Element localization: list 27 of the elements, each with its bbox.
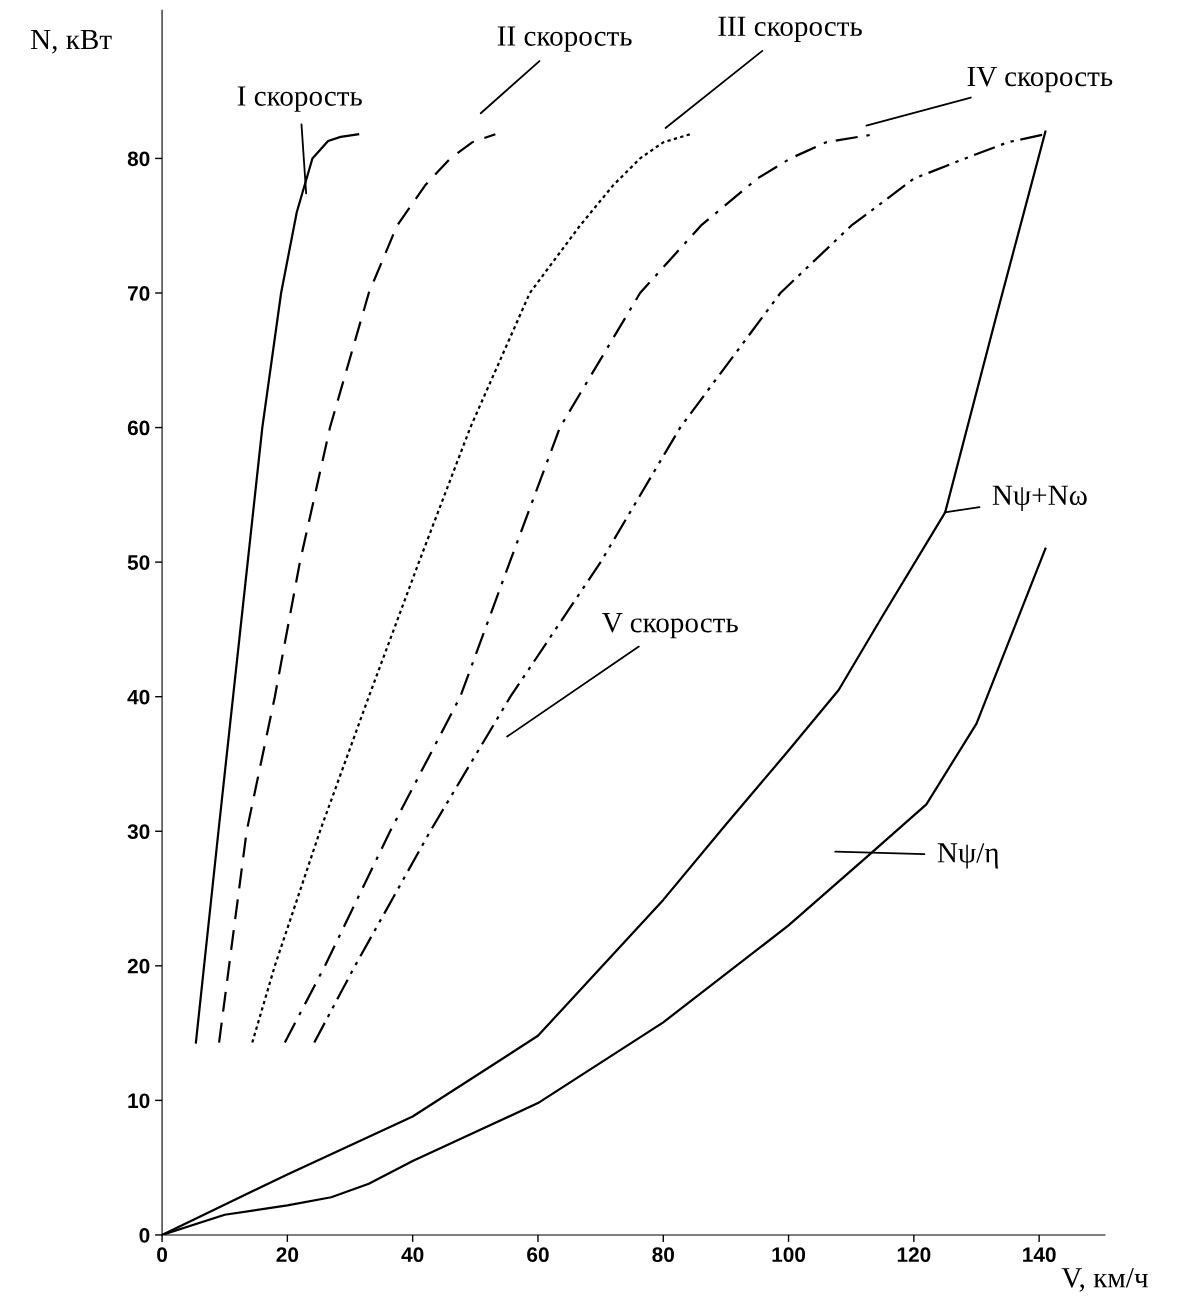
x-axis-title: V, км/ч (1061, 1268, 1148, 1292)
annotation: II скорость (497, 26, 632, 52)
x-tick-label: 0 (157, 1247, 168, 1263)
y-tick-label: 20 (127, 958, 150, 974)
x-tick-label: 100 (772, 1247, 806, 1263)
x-tick-label: 60 (527, 1247, 549, 1263)
y-tick-label: 0 (139, 1227, 150, 1243)
y-tick-label: 40 (127, 689, 150, 705)
y-axis-title: N, кВт (30, 29, 112, 54)
y-tick-label: 60 (127, 420, 150, 436)
annotation: Nψ/η (937, 843, 999, 869)
y-tick-label: 10 (128, 1093, 150, 1109)
annotation: V скорость (602, 613, 738, 639)
y-tick-label: 70 (127, 286, 150, 301)
annotation: Nψ+Nω (992, 485, 1087, 511)
annotation: IV скорость (967, 66, 1113, 93)
y-tick-label: 80 (127, 151, 150, 167)
x-tick-label: 80 (652, 1247, 674, 1263)
annotation: III скорость (718, 16, 862, 43)
annotation: I скорость (237, 86, 362, 112)
x-tick-label: 120 (897, 1247, 931, 1263)
y-tick-label: 50 (127, 555, 150, 570)
y-tick-label: 30 (127, 824, 150, 840)
x-tick-label: 40 (401, 1247, 424, 1263)
x-tick-label: 20 (276, 1247, 299, 1263)
line-series (217, 133, 497, 1044)
x-tick-label: 140 (1023, 1247, 1056, 1263)
